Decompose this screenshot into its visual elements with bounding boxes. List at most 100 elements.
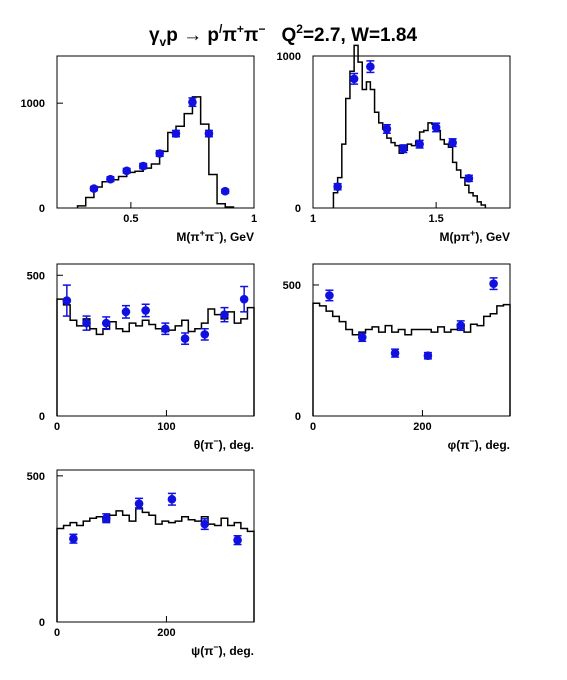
data-marker xyxy=(382,124,392,134)
data-marker xyxy=(101,513,111,523)
data-marker xyxy=(122,166,131,176)
data-marker xyxy=(62,296,72,305)
data-point xyxy=(431,122,441,133)
data-point xyxy=(204,129,214,138)
data-marker xyxy=(134,499,144,508)
x-axis-label: φ(π−), deg. xyxy=(448,436,510,452)
data-marker xyxy=(423,351,433,361)
data-point xyxy=(188,97,197,108)
plot-frame xyxy=(312,263,511,417)
x-tick-label: 1 xyxy=(251,213,257,225)
histogram-line xyxy=(76,96,235,208)
data-marker xyxy=(171,129,181,138)
data-point xyxy=(101,513,111,524)
data-point xyxy=(233,535,242,546)
data-point xyxy=(366,60,375,74)
data-point xyxy=(62,284,72,317)
data-point xyxy=(382,123,392,134)
x-axis-label-part: θ(π xyxy=(194,438,214,452)
data-marker xyxy=(325,291,334,300)
data-point xyxy=(161,322,170,336)
panel-m_ppip: 1 1.5 0 1000 M(pπ+), GeV xyxy=(277,44,511,244)
data-point xyxy=(134,497,144,510)
plot-frame xyxy=(56,469,255,623)
data-point xyxy=(325,289,334,302)
data-point xyxy=(101,316,111,331)
data-point xyxy=(82,315,91,331)
histogram-line xyxy=(56,507,255,622)
x-axis-label-part: M(pπ xyxy=(440,230,471,244)
x-axis-label-part: ), deg. xyxy=(475,438,510,452)
data-marker xyxy=(121,307,131,317)
title-plus-sup: + xyxy=(237,22,244,36)
title-q: Q xyxy=(281,25,296,46)
data-marker xyxy=(155,149,164,158)
data-marker xyxy=(200,519,210,529)
x-axis-label-part: + xyxy=(470,228,475,238)
x-axis-label-part: π xyxy=(205,230,214,244)
data-marker xyxy=(141,306,150,315)
data-marker xyxy=(69,534,78,543)
data-point xyxy=(167,492,177,506)
data-marker xyxy=(101,318,111,328)
x-tick-label: 1.5 xyxy=(428,213,443,225)
x-tick-label: 1 xyxy=(310,213,316,225)
data-marker xyxy=(233,535,242,545)
data-point xyxy=(239,285,249,313)
title-reaction: p → p xyxy=(166,25,219,46)
x-axis-label-part: M(π xyxy=(176,230,199,244)
data-point xyxy=(448,138,457,148)
data-point xyxy=(333,182,342,192)
data-marker xyxy=(366,62,375,71)
data-point xyxy=(399,144,408,154)
y-tick-label: 0 xyxy=(39,617,45,629)
x-axis-label-part: + xyxy=(200,228,205,238)
histogram-line xyxy=(312,302,511,416)
panel-psi: 0 200 0 500 ψ(π−), deg. xyxy=(27,469,255,658)
data-marker xyxy=(138,161,148,171)
data-point xyxy=(155,149,164,158)
data-point xyxy=(122,166,131,176)
x-tick-label: 0.5 xyxy=(123,213,138,225)
title-q-sup: 2 xyxy=(296,22,303,36)
plot-frame xyxy=(56,263,255,417)
x-axis-label-part: − xyxy=(213,436,218,446)
data-marker xyxy=(489,279,498,288)
x-axis-label: θ(π−), deg. xyxy=(194,436,254,452)
y-tick-label: 500 xyxy=(27,270,45,282)
data-point xyxy=(141,303,150,318)
title-rest: =2.7, W=1.84 xyxy=(303,25,418,46)
y-tick-label: 0 xyxy=(295,203,301,215)
data-point xyxy=(106,174,115,184)
x-axis-label: M(π+π−), GeV xyxy=(176,228,254,244)
data-marker xyxy=(82,318,91,328)
plot-frame xyxy=(312,55,511,209)
data-marker xyxy=(349,74,359,84)
y-tick-label: 500 xyxy=(27,471,45,483)
data-marker xyxy=(188,97,197,107)
figure-title: γvp → p/π+π− Q2=2.7, W=1.84 xyxy=(149,22,417,49)
data-marker xyxy=(448,138,457,147)
y-tick-label: 1000 xyxy=(21,98,45,110)
data-point xyxy=(200,518,210,531)
data-point xyxy=(220,186,230,196)
data-point xyxy=(390,348,400,358)
data-marker xyxy=(220,310,229,319)
data-point xyxy=(171,129,181,138)
data-marker xyxy=(89,184,99,193)
data-marker xyxy=(399,144,408,154)
data-point xyxy=(423,351,433,361)
title-prime: / xyxy=(219,22,223,36)
x-tick-label: 200 xyxy=(157,627,175,639)
data-point xyxy=(69,533,78,544)
data-point xyxy=(357,332,367,343)
data-marker xyxy=(415,139,424,149)
data-point xyxy=(138,161,148,171)
x-tick-label: 200 xyxy=(413,421,431,433)
x-axis-label-part: − xyxy=(214,228,219,238)
x-tick-label: 0 xyxy=(310,421,316,433)
data-point xyxy=(464,174,474,183)
data-marker xyxy=(167,494,177,504)
data-marker xyxy=(431,123,441,132)
